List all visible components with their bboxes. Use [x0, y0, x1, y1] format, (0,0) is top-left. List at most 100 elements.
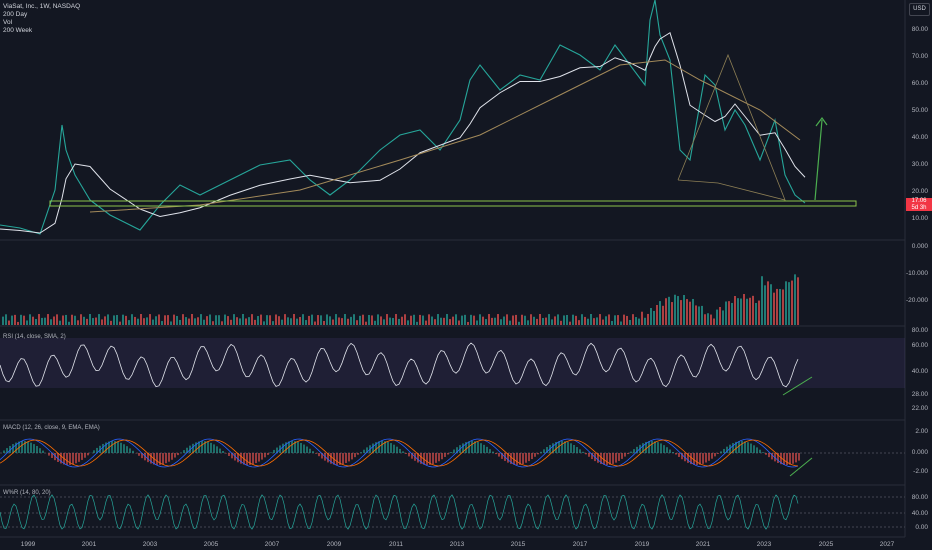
macd-histogram-bar	[714, 453, 716, 457]
volume-bar	[359, 315, 361, 325]
macd-histogram-bar	[516, 453, 518, 465]
volume-bar	[176, 315, 178, 325]
macd-histogram-bar	[792, 453, 794, 464]
volume-bar	[791, 280, 793, 325]
volume-bar	[554, 316, 556, 325]
volume-bar	[788, 282, 790, 325]
macd-histogram-bar	[561, 441, 563, 453]
macd-histogram-bar	[558, 441, 560, 453]
macd-histogram-bar	[42, 450, 44, 453]
macd-histogram-bar	[126, 446, 128, 453]
volume-bar	[605, 316, 607, 325]
volume-bar	[422, 315, 424, 325]
macd-histogram-bar	[720, 451, 722, 453]
macd-histogram-bar	[225, 453, 227, 454]
volume-bar	[518, 321, 520, 325]
volume-bar	[281, 319, 283, 325]
legend-200-day[interactable]: 200 Day	[3, 11, 28, 18]
volume-bar	[446, 314, 448, 325]
macd-pane-label[interactable]: MACD (12, 26, close, 9, EMA, EMA)	[3, 425, 100, 431]
wpr-pane-label[interactable]: W%R (14, 80, 20)	[3, 490, 51, 496]
volume-bar	[443, 317, 445, 325]
macd-histogram-bar	[168, 453, 170, 462]
macd-histogram-bar	[612, 453, 614, 464]
macd-histogram-bar	[240, 453, 242, 464]
volume-bar	[353, 314, 355, 325]
volume-bar	[536, 318, 538, 325]
volume-bar	[638, 318, 640, 325]
macd-histogram-bar	[780, 453, 782, 465]
macd-histogram-bar	[9, 445, 11, 453]
volume-bar	[110, 320, 112, 325]
symbol-title[interactable]: ViaSat, Inc., 1W, NASDAQ	[3, 3, 81, 10]
time-axis-label: 2019	[634, 541, 650, 548]
currency-button[interactable]: USD	[909, 3, 930, 16]
volume-bar	[218, 315, 220, 325]
chart-legend: ViaSat, Inc., 1W, NASDAQ 200 Day Vol 200…	[3, 3, 80, 35]
volume-bar	[533, 316, 535, 325]
macd-histogram-bar	[195, 442, 197, 453]
macd-histogram-bar	[723, 448, 725, 453]
volume-bar	[461, 315, 463, 325]
volume-bar	[146, 317, 148, 325]
volume-bar	[479, 314, 481, 325]
macd-histogram-bar	[156, 453, 158, 465]
macd-histogram-bar	[444, 453, 446, 457]
macd-histogram-bar	[39, 448, 41, 453]
volume-bar	[296, 318, 298, 325]
macd-histogram-bar	[102, 443, 104, 453]
time-axis-label: 2013	[449, 541, 465, 548]
macd-histogram-bar	[93, 450, 95, 453]
macd-histogram-bar	[744, 441, 746, 453]
macd-histogram-bar	[267, 453, 269, 455]
legend-vol[interactable]: Vol	[3, 19, 13, 26]
volume-bar	[140, 314, 142, 325]
macd-histogram-bar	[372, 443, 374, 453]
macd-histogram-bar	[252, 453, 254, 465]
volume-bar	[209, 314, 211, 325]
volume-bar	[131, 314, 133, 325]
volume-bar	[23, 315, 25, 325]
volume-bar	[275, 314, 277, 325]
macd-histogram-bar	[27, 441, 29, 453]
support-zone	[49, 200, 857, 207]
volume-bar	[239, 318, 241, 325]
volume-bar	[470, 314, 472, 325]
volume-bar	[362, 314, 364, 325]
volume-bar	[143, 318, 145, 325]
price-axis-label: 30.00	[911, 161, 928, 168]
macd-histogram-bar	[363, 449, 365, 453]
macd-histogram-bar	[675, 453, 677, 455]
volume-bar	[485, 319, 487, 325]
volume-bar	[341, 318, 343, 325]
macd-histogram-bar	[297, 441, 299, 453]
volume-bar	[152, 319, 154, 325]
macd-histogram-bar	[24, 441, 26, 453]
volume-bar	[632, 314, 634, 325]
macd-histogram-bar	[306, 446, 308, 453]
volume-bar	[119, 321, 121, 325]
volume-bar	[626, 315, 628, 325]
volume-bar	[716, 309, 718, 325]
wpr-axis-label: 40.00	[911, 510, 928, 517]
last-price: 17.06	[911, 198, 927, 204]
time-axis-label: 2001	[81, 541, 97, 548]
volume-axis-label: 0.000	[911, 243, 928, 250]
wpr-axis-label: 0.00	[915, 524, 928, 531]
legend-200-week[interactable]: 200 Week	[3, 27, 33, 34]
macd-histogram-bar	[474, 441, 476, 453]
macd-histogram-bar	[540, 451, 542, 453]
macd-histogram-bar	[651, 441, 653, 453]
volume-bar	[155, 316, 157, 325]
volume-bar	[44, 317, 46, 325]
volume-bar	[476, 320, 478, 325]
macd-histogram-bar	[705, 453, 707, 463]
volume-bar	[728, 301, 730, 325]
price-axis-label: 50.00	[911, 107, 928, 114]
volume-bar	[269, 315, 271, 325]
macd-histogram-bar	[624, 453, 626, 457]
rsi-pane-label[interactable]: RSI (14, close, SMA, 2)	[3, 334, 66, 340]
volume-bar	[494, 317, 496, 325]
macd-histogram-bar	[786, 453, 788, 465]
